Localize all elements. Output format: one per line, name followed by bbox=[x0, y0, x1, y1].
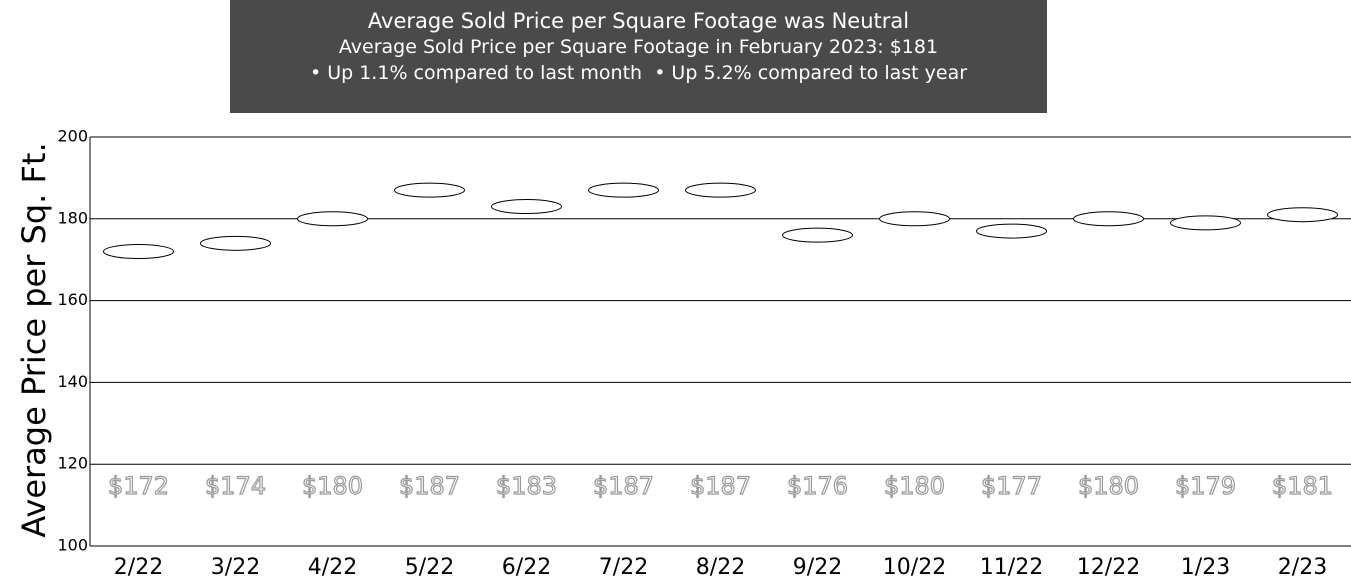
y-tick-label: 120 bbox=[57, 454, 88, 473]
value-label: $183 bbox=[496, 472, 557, 500]
y-tick-label: 200 bbox=[57, 127, 88, 146]
y-tick-label: 100 bbox=[57, 536, 88, 555]
value-label: $180 bbox=[302, 472, 363, 500]
x-tick-label: 4/22 bbox=[308, 555, 357, 580]
marker bbox=[976, 223, 1047, 239]
marker bbox=[394, 182, 465, 198]
value-label: $177 bbox=[981, 472, 1042, 500]
x-tick-label: 3/22 bbox=[211, 555, 260, 580]
x-tick-label: 5/22 bbox=[405, 555, 454, 580]
marker bbox=[200, 235, 271, 251]
marker bbox=[103, 244, 174, 260]
y-axis-title: Average Price per Sq. Ft. bbox=[15, 142, 53, 537]
value-label: $174 bbox=[205, 472, 266, 500]
subtitle: Average Sold Price per Square Footage in… bbox=[338, 36, 939, 58]
value-label: $180 bbox=[884, 472, 945, 500]
value-label: $179 bbox=[1175, 472, 1236, 500]
marker bbox=[588, 182, 659, 198]
marker bbox=[1267, 207, 1338, 223]
annotation: • Up 1.1% compared to last month bbox=[309, 62, 643, 84]
x-tick-label: 8/22 bbox=[696, 555, 745, 580]
marker bbox=[491, 199, 562, 215]
title-box: Average Sold Price per Square Footage wa… bbox=[230, 0, 1047, 113]
value-label: $187 bbox=[690, 472, 751, 500]
y-tick-label: 140 bbox=[57, 372, 88, 391]
y-tick-label: 180 bbox=[57, 208, 88, 227]
value-label: $172 bbox=[108, 472, 169, 500]
value-label: $187 bbox=[399, 472, 460, 500]
value-label: $180 bbox=[1078, 472, 1139, 500]
marker bbox=[1170, 215, 1241, 231]
x-tick-label: 6/22 bbox=[502, 555, 551, 580]
x-tick-label: 12/22 bbox=[1077, 555, 1140, 580]
marker bbox=[879, 211, 950, 227]
marker bbox=[782, 227, 853, 243]
y-tick-label: 160 bbox=[57, 290, 88, 309]
marker bbox=[1073, 211, 1144, 227]
x-tick-label: 11/22 bbox=[980, 555, 1043, 580]
x-tick-label: 9/22 bbox=[793, 555, 842, 580]
x-tick-label: 2/22 bbox=[114, 555, 163, 580]
x-tick-label: 1/23 bbox=[1181, 555, 1230, 580]
chart-title: Average Sold Price per Square Footage wa… bbox=[367, 9, 910, 33]
value-label: $176 bbox=[787, 472, 848, 500]
marker bbox=[297, 211, 368, 227]
value-label: $187 bbox=[593, 472, 654, 500]
marker bbox=[685, 182, 756, 198]
x-tick-label: 2/23 bbox=[1278, 555, 1327, 580]
x-tick-label: 10/22 bbox=[883, 555, 946, 580]
x-tick-label: 7/22 bbox=[599, 555, 648, 580]
value-label: $181 bbox=[1272, 472, 1333, 500]
annotation: • Up 5.2% compared to last year bbox=[654, 62, 968, 84]
